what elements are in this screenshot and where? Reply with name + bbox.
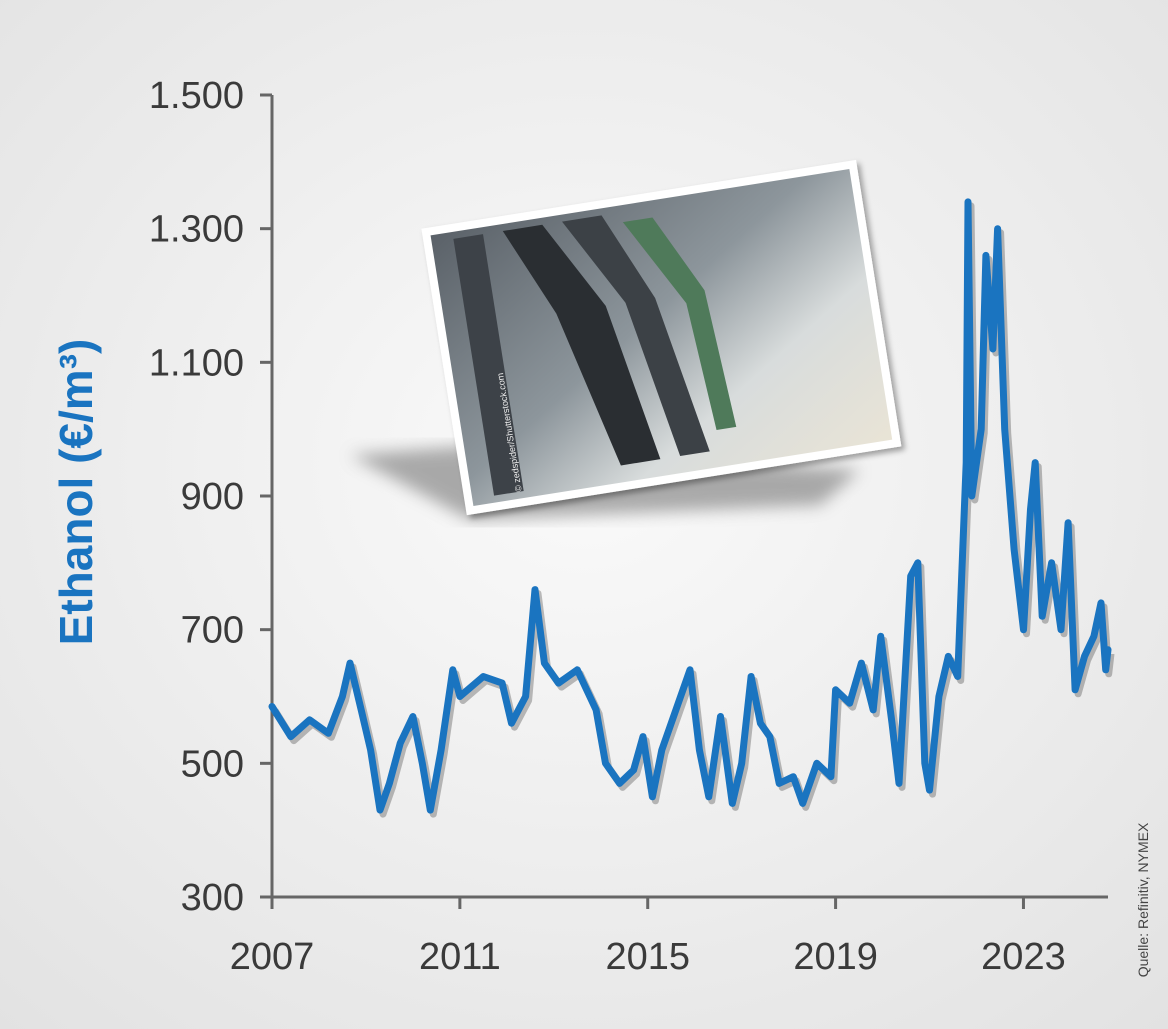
y-tick-label: 1.500 <box>149 75 244 117</box>
y-tick-label: 900 <box>181 476 244 518</box>
x-tick-label: 2011 <box>419 936 501 978</box>
y-tick-label: 300 <box>181 877 244 919</box>
y-tick-label: 500 <box>181 743 244 785</box>
source: Quelle: Refinitiv, NYMEX <box>1135 822 1151 977</box>
line <box>268 198 1112 814</box>
y-tick-label: 700 <box>181 610 244 652</box>
photo: © zedspider/Shutterstock.com <box>350 159 902 520</box>
y-tick-label: 1.100 <box>149 342 244 384</box>
x-tick-label: 2023 <box>981 936 1066 978</box>
x-tick-label: 2015 <box>605 936 690 978</box>
plot <box>268 198 1115 818</box>
x-tick-label: 2007 <box>230 936 315 978</box>
y-tick-label: 1.300 <box>149 209 244 251</box>
x-tick-label: 2019 <box>793 936 878 978</box>
axes: 300 500 700 900 1.100 1.300 1.500 2007 2011 2015 2… <box>149 75 1108 978</box>
y-axis-label: Ethanol (€/m³) <box>50 339 102 646</box>
